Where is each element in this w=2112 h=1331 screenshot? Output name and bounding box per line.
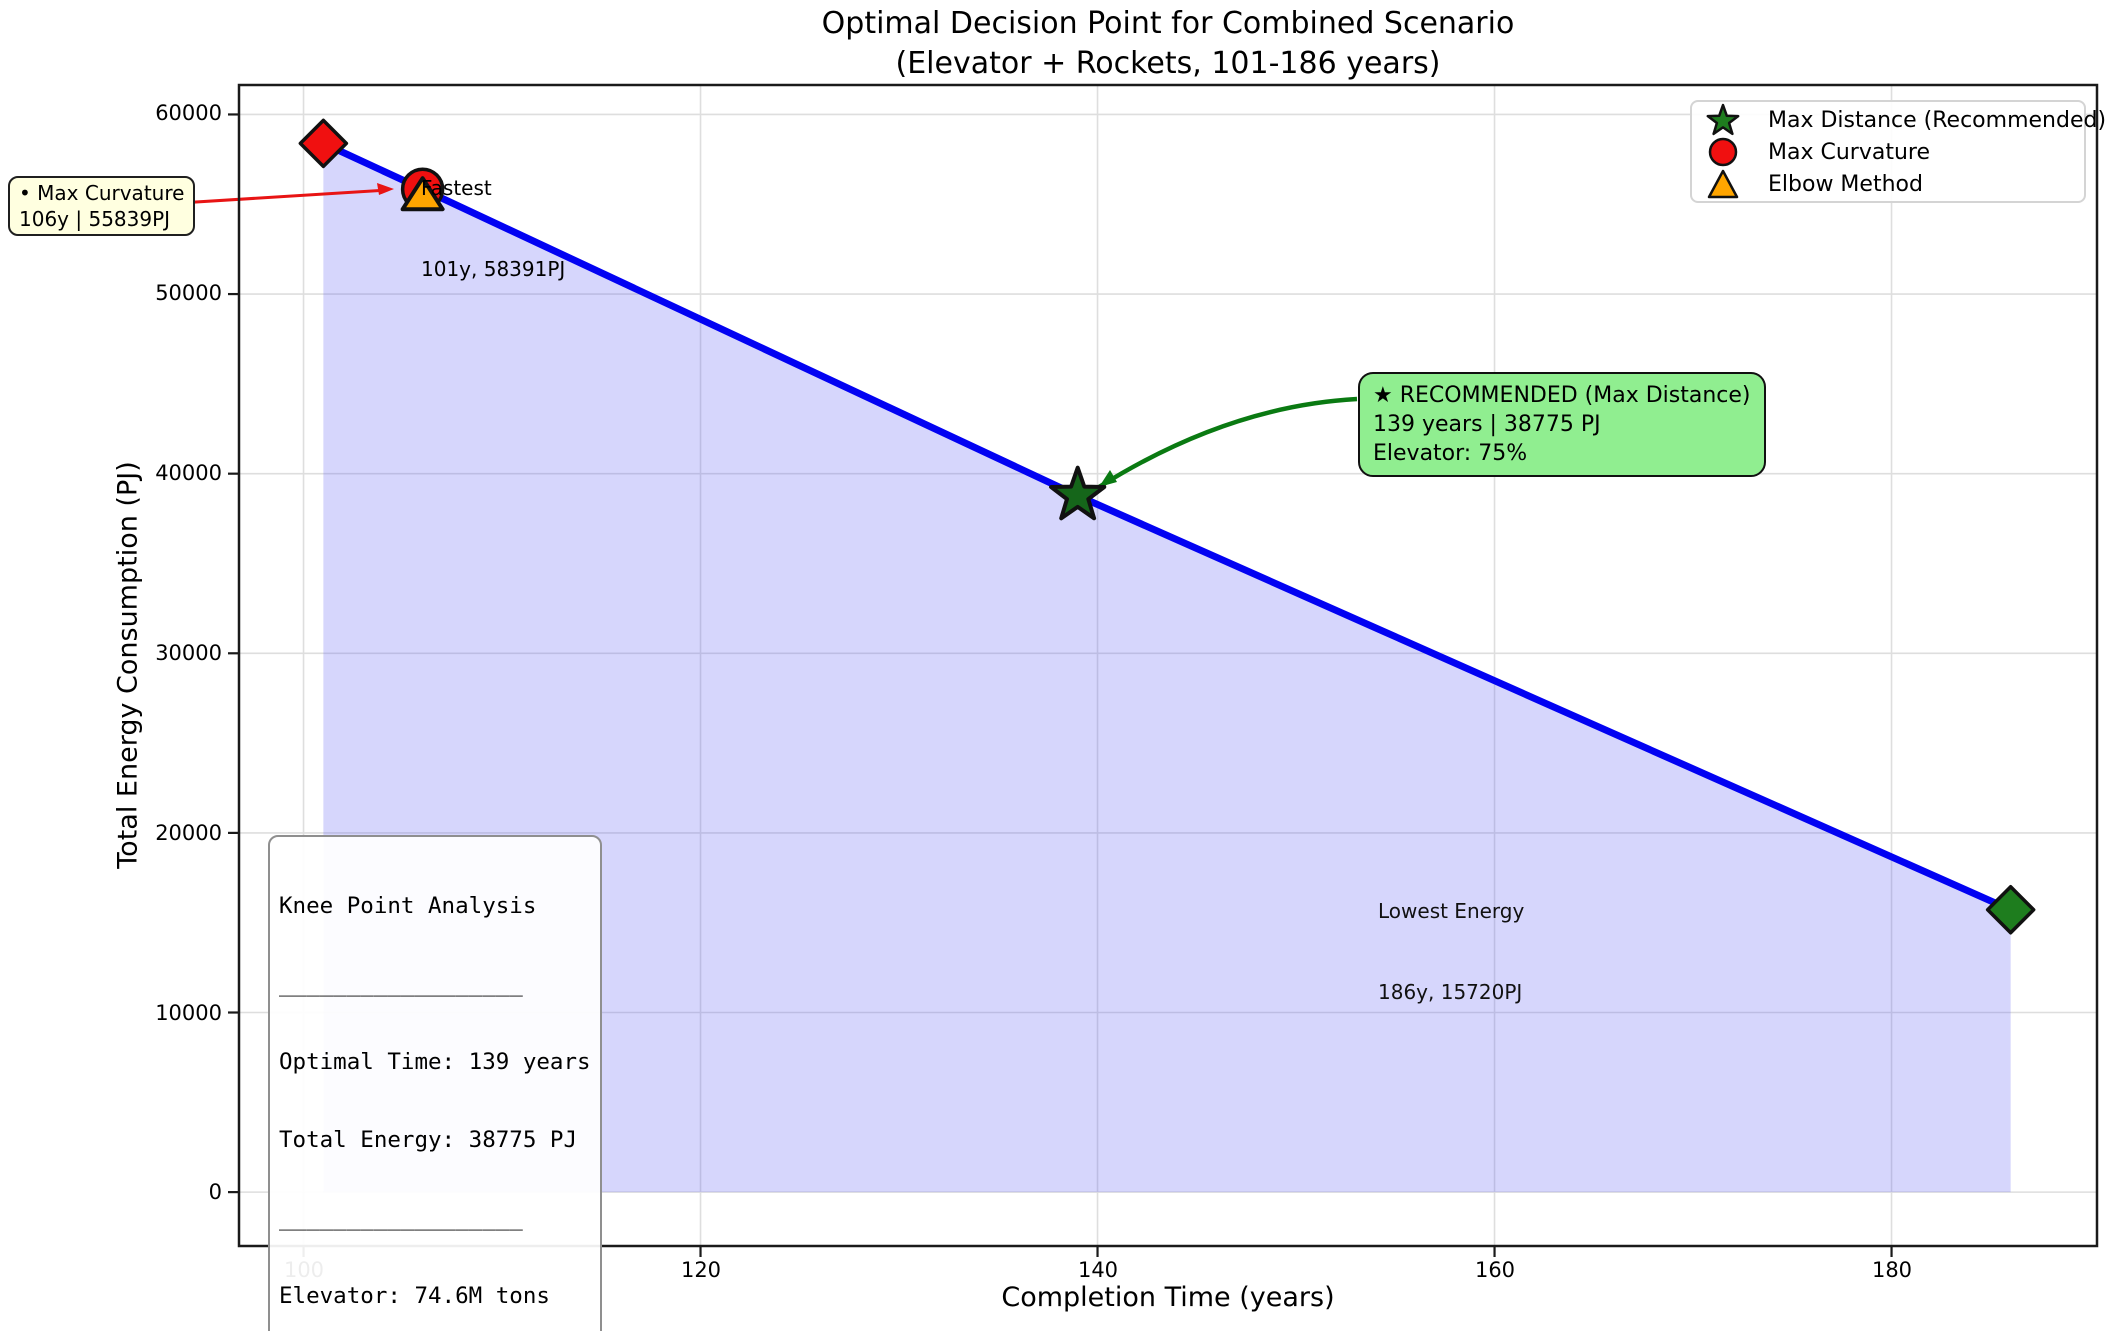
marker-diamond <box>1985 885 2036 935</box>
max-curvature-arrow <box>179 188 389 205</box>
annotation-arrows <box>179 183 1358 489</box>
marker-triangle <box>400 176 445 212</box>
lowest-energy-label-line2: 186y, 15720PJ <box>1378 980 1523 1004</box>
fastest-label-line1: Fastest <box>421 176 492 200</box>
legend-item-max-curvature: Max Curvature <box>1692 136 2084 168</box>
marker-star <box>1049 465 1107 521</box>
recommended-callout: ★ RECOMMENDED (Max Distance) 139 years |… <box>1358 372 1766 477</box>
legend-label-max-distance: Max Distance (Recommended) <box>1768 107 2107 133</box>
max-curvature-callout: • Max Curvature 106y | 55839PJ <box>8 176 196 236</box>
max-curvature-callout-line2: 106y | 55839PJ <box>19 207 171 231</box>
circle-icon <box>1708 137 1738 167</box>
recommended-callout-line2: 139 years | 38775 PJ <box>1373 412 1601 437</box>
y-axis-label: Total Energy Consumption (PJ) <box>112 461 144 869</box>
knee-box-separator-2: __________________ <box>279 1205 523 1231</box>
triangle-icon <box>1707 169 1739 199</box>
x-axis-label: Completion Time (years) <box>1001 1282 1335 1313</box>
x-tick-180: 180 <box>1871 1258 1913 1282</box>
star-icon <box>1706 103 1740 136</box>
axis-ticks <box>228 113 1893 1257</box>
recommended-callout-line3: Elevator: 75% <box>1373 441 1528 466</box>
x-tick-120: 120 <box>680 1258 722 1282</box>
knee-box-elevator: Elevator: 74.6M tons <box>279 1283 550 1309</box>
knee-box-title: Knee Point Analysis <box>279 893 537 919</box>
circle-glyph <box>1708 137 1738 167</box>
chart-title-line2: (Elevator + Rockets, 101-186 years) <box>895 46 1441 81</box>
chart-title: Optimal Decision Point for Combined Scen… <box>239 4 2097 84</box>
max-curvature-callout-line1: • Max Curvature <box>19 181 185 205</box>
x-tick-160: 160 <box>1474 1258 1516 1282</box>
y-tick-0: 0 <box>208 1180 222 1204</box>
legend-item-max-distance: Max Distance (Recommended) <box>1692 103 2106 136</box>
fastest-label: Fastest 101y, 58391PJ <box>421 121 565 337</box>
lowest-energy-label: Lowest Energy 186y, 15720PJ <box>1378 844 1524 1060</box>
lowest-energy-label-line1: Lowest Energy <box>1378 899 1525 923</box>
knee-box-optimal-time: Optimal Time: 139 years <box>279 1049 591 1075</box>
axes-frame <box>237 83 2099 1248</box>
legend-item-elbow-method: Elbow Method <box>1692 168 2084 200</box>
recommended-callout-line1: ★ RECOMMENDED (Max Distance) <box>1373 383 1751 408</box>
y-tick-50000: 50000 <box>155 281 222 305</box>
knee-box-separator: __________________ <box>279 971 523 997</box>
triangle-glyph <box>1707 169 1739 199</box>
energy-line <box>319 139 2015 914</box>
marker-diamond <box>298 118 349 169</box>
y-tick-10000: 10000 <box>155 1001 222 1025</box>
max-curvature-arrowhead <box>377 183 394 195</box>
legend-label-elbow-method: Elbow Method <box>1768 171 1923 197</box>
star-glyph <box>1706 103 1740 136</box>
knee-box-total-energy: Total Energy: 38775 PJ <box>279 1127 578 1153</box>
recommended-arrow <box>1097 396 1358 489</box>
legend-label-max-curvature: Max Curvature <box>1768 139 1930 165</box>
x-tick-140: 140 <box>1077 1258 1119 1282</box>
y-tick-30000: 30000 <box>155 641 222 665</box>
chart-title-line1: Optimal Decision Point for Combined Scen… <box>821 6 1515 41</box>
y-tick-40000: 40000 <box>155 461 222 485</box>
y-tick-60000: 60000 <box>155 101 222 125</box>
area-fill <box>323 143 2011 1193</box>
recommended-arrowhead <box>1099 470 1117 487</box>
fastest-label-line2: 101y, 58391PJ <box>421 257 566 281</box>
key-point-markers <box>298 118 2036 935</box>
knee-point-analysis-box: Knee Point Analysis __________________ O… <box>268 835 602 1331</box>
legend: Max Distance (Recommended) Max Curvature… <box>1690 100 2106 203</box>
y-tick-20000: 20000 <box>155 821 222 845</box>
